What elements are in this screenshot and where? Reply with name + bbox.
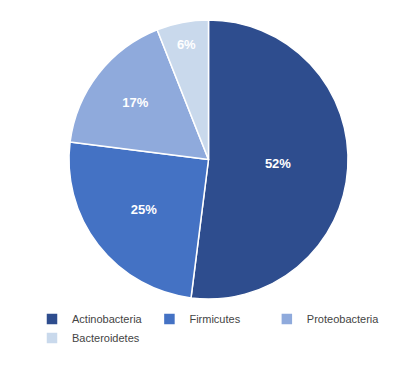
svg-text:17%: 17%: [122, 95, 148, 110]
svg-text:25%: 25%: [131, 202, 157, 217]
svg-text:Proteobacteria: Proteobacteria: [307, 313, 379, 325]
svg-text:52%: 52%: [265, 156, 291, 171]
svg-text:Firmicutes: Firmicutes: [189, 313, 240, 325]
svg-text:Actinobacteria: Actinobacteria: [72, 313, 143, 325]
svg-text:6%: 6%: [177, 37, 196, 52]
svg-text:Bacteroidetes: Bacteroidetes: [72, 332, 140, 344]
